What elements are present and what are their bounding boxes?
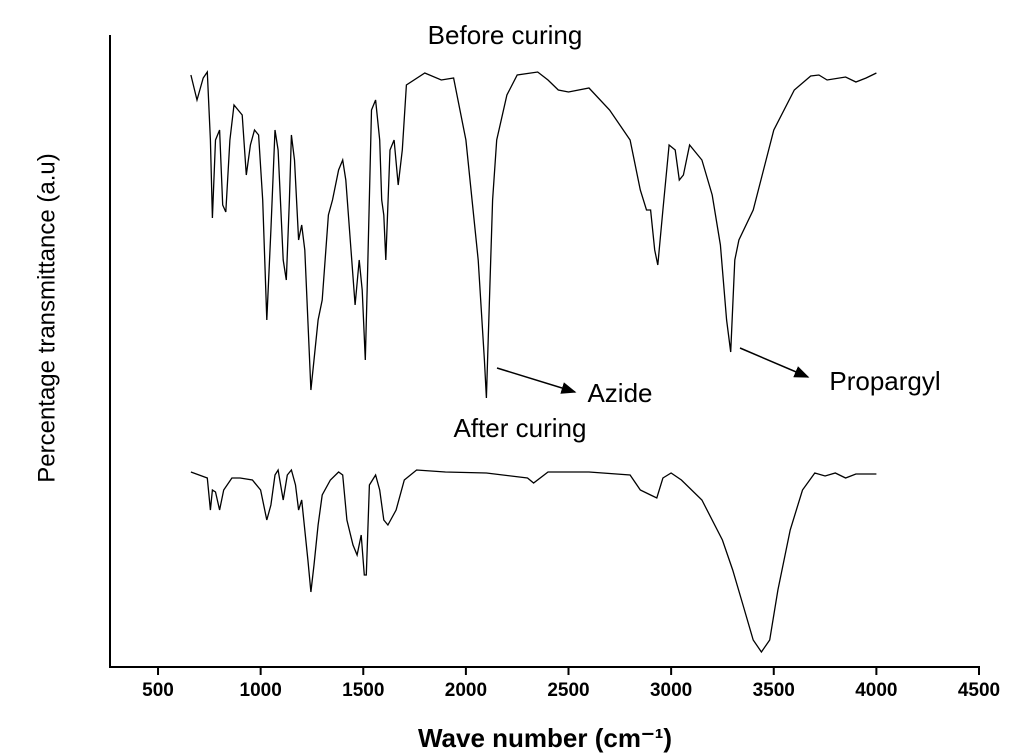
annotation: Propargyl (829, 366, 940, 396)
annotation: Azide (587, 378, 652, 408)
x-tick-label: 3500 (753, 680, 795, 701)
x-tick-label: 3000 (650, 680, 692, 701)
arrow (739, 347, 810, 378)
arrow (496, 367, 577, 394)
spectrum-line (190, 468, 877, 654)
x-tick-label: 4500 (958, 680, 1000, 701)
x-tick-label: 500 (142, 680, 174, 701)
x-tick-label: 1000 (240, 680, 282, 701)
x-tick-label: 2000 (445, 680, 487, 701)
y-axis-title: Percentage transmittance (a.u) (33, 153, 60, 483)
spectrum-line (190, 70, 877, 399)
x-axis-title: Wave number (cm⁻¹) (418, 723, 672, 753)
x-tick-label: 2500 (547, 680, 589, 701)
x-tick-label: 4000 (855, 680, 897, 701)
series-label: After curing (454, 413, 587, 443)
x-tick-label: 1500 (342, 680, 384, 701)
series-label: Before curing (428, 20, 583, 50)
